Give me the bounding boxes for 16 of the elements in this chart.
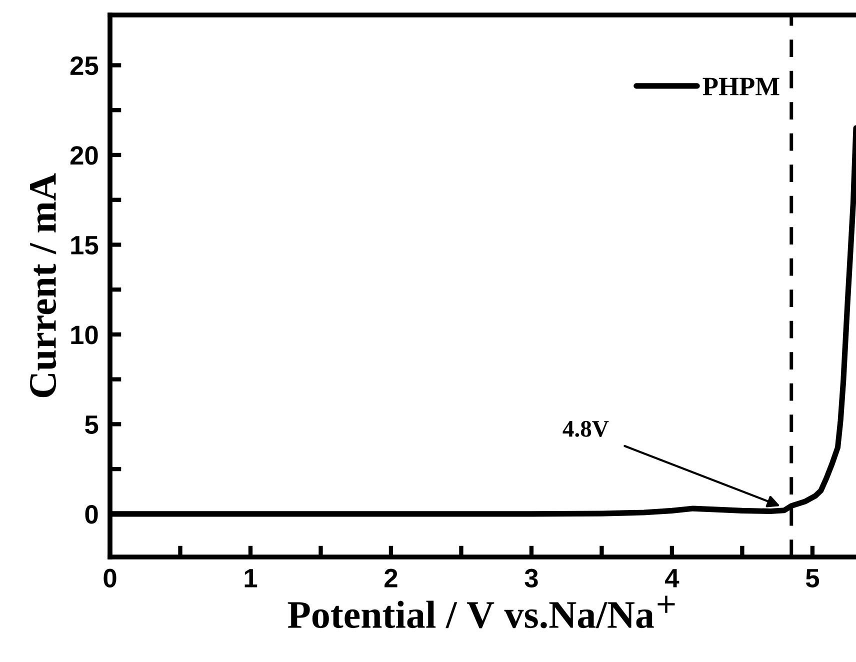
x-tick-label: 3 [524,568,538,588]
y-tick-label: 5 [85,416,98,434]
y-axis-title: Current / mA [30,173,56,398]
y-tick-label: 25 [70,56,98,76]
x-tick-label: 0 [104,568,116,588]
y-tick-label: 10 [71,326,98,344]
x-tick-label: 2 [384,568,398,588]
y-tick-label: 20 [70,146,98,165]
x-tick-label: 1 [244,569,258,588]
y-tick-label: 15 [71,236,98,255]
x-axis-title: Potential / V vs.Na/Na$^{+}$ [288,596,675,628]
y-tick-label: 0 [85,505,98,524]
x-tick-label: 4 [665,569,680,588]
legend-label: PHPM [702,78,780,96]
annotation: 4.8V [562,420,609,437]
x-tick-label: 5 [806,569,820,588]
